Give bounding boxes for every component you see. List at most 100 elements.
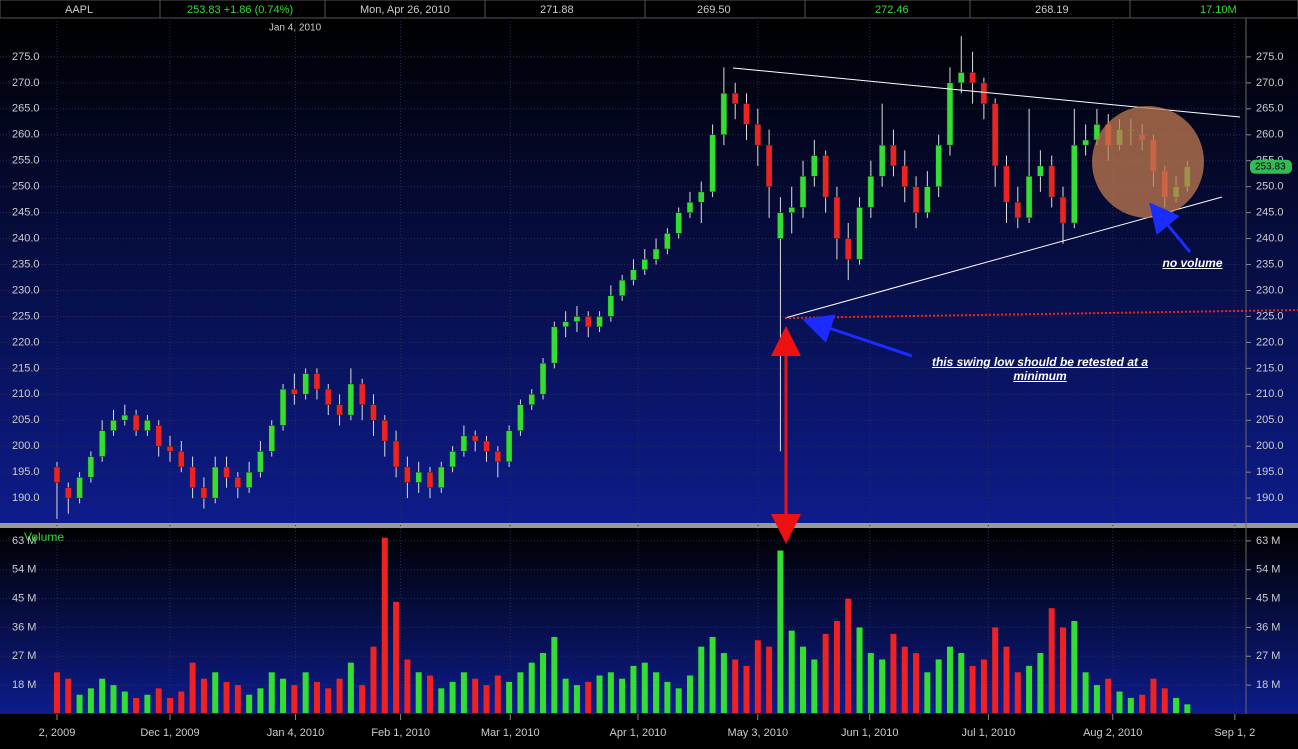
volume-bar <box>992 627 999 713</box>
candle-body <box>1082 139 1089 146</box>
y-tick-label-right: 245.0 <box>1256 207 1284 219</box>
volume-bar <box>1105 678 1112 713</box>
volume-bar <box>212 672 219 713</box>
volume-bar <box>336 678 343 713</box>
volume-bar <box>438 688 445 713</box>
volume-bar <box>890 633 897 713</box>
candle-body <box>517 404 524 431</box>
candle-body <box>392 440 400 468</box>
highlight-circle <box>1092 106 1204 218</box>
candle-body <box>969 72 976 84</box>
candle-body <box>358 383 366 405</box>
candle-body <box>935 144 942 187</box>
y-tick-label: 200.0 <box>12 440 40 452</box>
volume-bar <box>1048 608 1055 713</box>
y-tick-label: 235.0 <box>12 258 40 270</box>
candle-body <box>709 134 716 193</box>
candle-body <box>878 144 886 177</box>
volume-bar <box>257 688 264 713</box>
volume-bar <box>596 675 603 713</box>
volume-bar <box>110 685 117 713</box>
y-tick-label-right: 275.0 <box>1256 51 1284 63</box>
volume-bar <box>1127 697 1134 713</box>
y-tick-label: 205.0 <box>12 414 40 426</box>
candle-body <box>528 394 535 405</box>
date-marker: Jan 4, 2010 <box>269 23 322 34</box>
volume-bar <box>189 662 196 713</box>
candle-body <box>686 202 694 213</box>
high-price: 272.46 <box>875 4 909 16</box>
volume-bar <box>1139 694 1146 713</box>
candle-body <box>245 471 253 488</box>
candle-body <box>664 233 671 250</box>
annotation: this swing low should be retested at a m… <box>931 355 1149 383</box>
y-tick-label: 255.0 <box>12 155 40 167</box>
volume-bar <box>1037 653 1044 713</box>
quote-bar: AAPL 253.83 +1.86 (0.74%) Mon, Apr 26, 2… <box>0 0 1298 19</box>
candle-body <box>856 207 863 260</box>
x-tick-label: Mar 1, 2010 <box>481 727 540 739</box>
y-tick-label: 63 M <box>12 535 36 547</box>
y-tick-label-right: 195.0 <box>1256 466 1284 478</box>
volume-bar <box>1060 627 1067 713</box>
y-tick-label-right: 240.0 <box>1256 233 1284 245</box>
volume-bar <box>924 672 931 713</box>
candle-body <box>279 388 287 426</box>
candle-body <box>743 103 750 125</box>
volume-bar <box>426 675 433 713</box>
candle-body <box>234 477 242 488</box>
candle-body <box>132 414 140 431</box>
candle-body <box>76 477 83 499</box>
candle-body <box>110 420 117 431</box>
panel-separator <box>0 523 1298 528</box>
candle-body <box>166 445 174 452</box>
candle-body <box>1048 165 1055 198</box>
candle-body <box>777 212 784 239</box>
x-tick-label: Dec 1, 2009 <box>140 727 199 739</box>
x-tick-label: Sep 1, 2 <box>1214 727 1255 739</box>
x-axis-band <box>0 714 1298 744</box>
candle-body <box>302 373 309 395</box>
volume-bar <box>246 694 253 713</box>
candle-body <box>483 440 490 452</box>
y-tick-label-right: 54 M <box>1256 564 1280 576</box>
volume-bar <box>1184 704 1191 713</box>
candle-body <box>754 124 762 146</box>
candle-body <box>200 487 208 499</box>
support-line <box>784 309 1298 319</box>
candle-body <box>641 259 649 270</box>
arrow <box>1149 202 1192 253</box>
candle-body <box>698 191 705 203</box>
candle-body <box>211 466 219 499</box>
candle-body <box>901 165 909 187</box>
y-tick-label: 54 M <box>12 564 36 576</box>
candle-body <box>505 430 513 463</box>
y-tick-label-right: 265.0 <box>1256 103 1284 115</box>
volume-bar <box>1026 665 1033 713</box>
candle-body <box>867 176 875 208</box>
volume-bar <box>65 678 72 713</box>
price-panel <box>0 18 1298 524</box>
candle-body <box>788 207 795 213</box>
candle-body <box>596 316 603 328</box>
volume-bar <box>754 640 761 713</box>
candle-body <box>155 425 162 447</box>
y-tick-label-right: 27 M <box>1256 650 1280 662</box>
volume-bar <box>788 630 795 713</box>
candle-body <box>257 451 264 473</box>
candle-body <box>731 93 739 104</box>
volume-bar <box>144 694 151 713</box>
volume-bar <box>811 659 818 713</box>
volume-bar <box>1093 685 1100 713</box>
volume-bar <box>449 681 456 713</box>
y-tick-label: 270.0 <box>12 77 40 89</box>
volume-bar <box>460 672 467 713</box>
volume-bar <box>664 681 671 713</box>
y-tick-label: 18 M <box>12 679 36 691</box>
volume-bar <box>483 685 490 713</box>
volume-bar <box>913 653 920 713</box>
symbol: AAPL <box>65 4 93 16</box>
volume-bar <box>698 646 705 713</box>
candle-body <box>822 155 829 198</box>
